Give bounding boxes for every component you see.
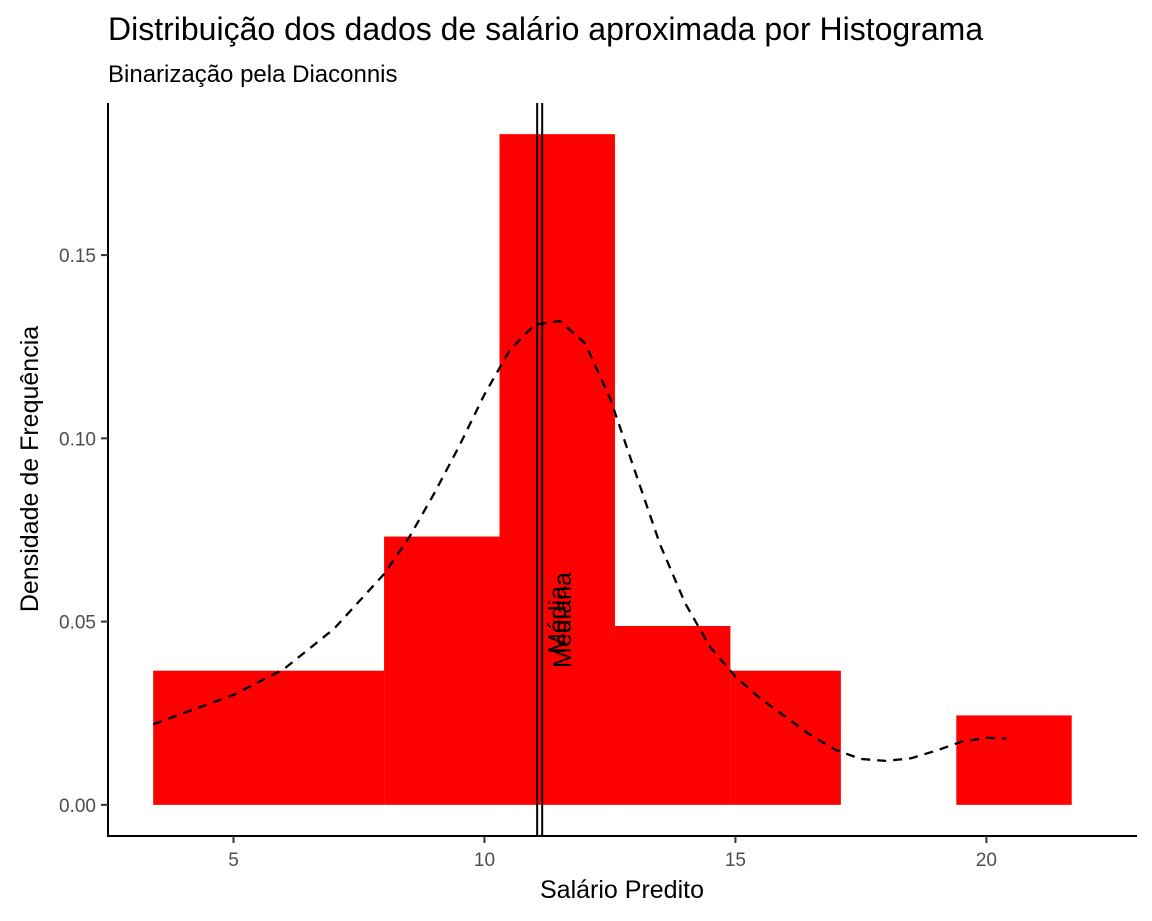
- reference-line-label-1: Mediana: [549, 572, 577, 668]
- x-axis-title: Salário Predito: [540, 876, 704, 904]
- x-tick-label: 15: [725, 850, 746, 871]
- density-curve: [152, 319, 1007, 763]
- chart-title: Distribuição dos dados de salário aproxi…: [108, 11, 983, 47]
- histogram-bar-2: [499, 134, 615, 805]
- y-axis-ticks: 0.00 0.05 0.10 0.15: [59, 246, 108, 817]
- histogram-bars: [153, 134, 1072, 805]
- x-axis-ticks: 5 10 15 20: [228, 836, 997, 871]
- histogram-bar-6: [956, 715, 1072, 805]
- histogram-bar-1: [384, 536, 500, 805]
- x-tick-label: 20: [976, 850, 997, 871]
- chart-subtitle: Binarização pela Diaconnis: [108, 61, 398, 88]
- reference-line-label-0: Média: [544, 586, 572, 654]
- histogram-bar-3: [614, 625, 731, 805]
- y-axis-title: Densidade de Frequência: [16, 326, 44, 612]
- x-tick-label: 10: [474, 850, 495, 871]
- x-tick-label: 5: [228, 850, 239, 871]
- y-tick-label: 0.10: [59, 429, 96, 450]
- histogram-bar-4: [730, 670, 841, 805]
- density-curve-layer: [152, 319, 1007, 763]
- histogram-bar-0: [153, 670, 385, 805]
- y-tick-label: 0.05: [59, 613, 96, 634]
- y-tick-label: 0.00: [59, 796, 96, 817]
- y-tick-label: 0.15: [59, 246, 96, 267]
